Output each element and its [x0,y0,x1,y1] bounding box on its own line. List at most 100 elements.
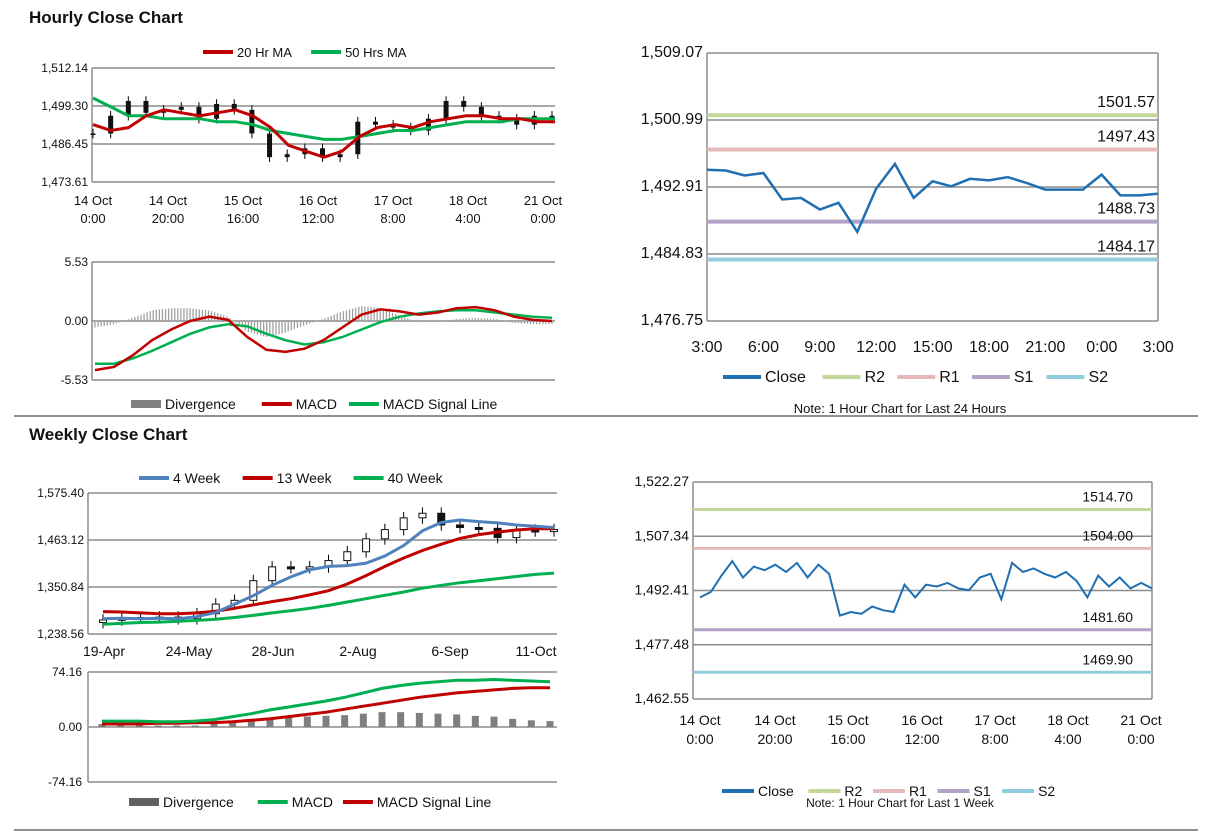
hourly-candle-body [478,106,484,116]
hourly-levels-x-tick: 0:00 [1086,339,1117,356]
hourly-levels-y-tick-label: 1,500.99 [641,111,703,128]
hourly-price-y-tick-label: 1,473.61 [41,175,88,189]
hourly-candle-body [320,148,325,158]
weekly-candle-body [362,538,371,553]
weekly-13wk-line [102,527,554,616]
hourly-signal-line [95,309,553,365]
hourly-price-y-tick-label: 1,486.45 [41,137,88,151]
hourly-levels-x-tick: 18:00 [969,339,1009,356]
weekly-x-tick: 11-Oct [516,643,557,659]
weekly-levels-x-tick-date: 21 Oct [1120,712,1161,728]
hourly-x-tick-date: 16 Oct [299,193,338,208]
hourly-levels-x-tick: 6:00 [748,339,779,356]
hourly-macd-legend-label: MACD [296,396,337,412]
weekly-levels-y-tick-label: 1,507.34 [635,527,690,543]
weekly-price-y-tick-label: 1,575.40 [37,486,84,500]
weekly-divergence-bar [191,725,199,727]
hourly-candle-body [337,154,343,158]
hourly-levels-x-tick: 3:00 [691,339,722,356]
hourly-x-tick-date: 18 Oct [449,193,488,208]
hourly-x-tick-date: 14 Oct [149,193,188,208]
hourly-x-tick-date: 17 Oct [374,193,413,208]
hourly-x-tick-time: 0:00 [530,211,555,226]
weekly-levels-x-tick-time: 0:00 [686,731,713,747]
weekly-levels-legend-label: R2 [844,783,862,799]
weekly-divergence-bar [173,725,181,727]
weekly-divergence-bar [509,718,517,727]
weekly-close-line [699,559,1153,617]
hourly-levels-y-tick-label: 1,484.83 [641,245,703,262]
weekly-x-tick: 19-Apr [83,643,125,659]
weekly-candle-body [456,524,465,528]
weekly-x-tick: 2-Aug [339,643,376,659]
hourly-macd-legend-label: Divergence [165,396,236,412]
weekly-levels-legend-label: S2 [1038,783,1055,799]
weekly-levels-x-tick-time: 4:00 [1054,731,1081,747]
hourly-ma20-line [92,108,555,159]
weekly-divergence-bar [341,715,349,727]
weekly-candle-body [474,526,483,530]
weekly-levels-x-tick-date: 14 Oct [754,712,795,728]
weekly-macd-legend-label: MACD Signal Line [377,794,492,810]
hourly-x-tick-date: 14 Oct [74,193,113,208]
weekly-levels-x-tick-time: 12:00 [904,731,939,747]
hourly-x-tick-time: 4:00 [455,211,480,226]
weekly-divergence-bar [415,712,423,727]
hourly-candle-body [372,121,378,125]
weekly-level-label: 1504.00 [1082,527,1133,543]
weekly-40wk-line [102,571,555,626]
weekly-levels-y-tick-label: 1,462.55 [635,690,690,706]
weekly-x-tick: 6-Sep [431,643,469,659]
weekly-divergence-bar [527,720,535,727]
section-divider [14,415,1198,417]
weekly-macd-y-tick-label: 0.00 [59,720,83,734]
hourly-x-tick-time: 8:00 [380,211,405,226]
hourly-levels-legend-label: S1 [1014,369,1034,386]
weekly-levels-legend-label: R1 [909,783,927,799]
weekly-levels-legend-label: Close [758,783,794,799]
weekly-candle-body [437,512,446,526]
hourly-levels-x-tick: 15:00 [913,339,953,356]
weekly-divergence-bar [490,716,498,727]
weekly-levels-x-tick-date: 16 Oct [901,712,942,728]
hourly-levels-x-tick: 3:00 [1143,339,1174,356]
weekly-x-tick: 28-Jun [252,643,295,659]
hourly-candle-body [178,106,184,110]
weekly-levels-x-tick-date: 18 Oct [1047,712,1088,728]
weekly-divergence-bar [266,718,274,727]
hourly-close-line [706,161,1159,235]
hourly-candle-body [461,100,467,107]
weekly-macd-y-tick-label: -74.16 [48,775,82,789]
hourly-macd-y-tick-label: -5.53 [61,373,89,387]
hourly-price-y-tick-label: 1,512.14 [41,61,88,75]
hourly-levels-y-tick-label: 1,492.91 [641,178,703,195]
hourly-macd-line [94,305,553,372]
hourly-levels-y-tick-label: 1,476.75 [641,312,703,329]
weekly-candle-body [249,580,258,601]
weekly-price-legend-label: 40 Week [388,470,444,486]
weekly-divergence-bar [434,713,442,727]
weekly-candle-body [99,619,107,624]
weekly-levels-y-tick-label: 1,492.41 [635,582,690,598]
weekly-candle-body [380,529,389,540]
weekly-macd-legend-label: MACD [292,794,333,810]
hourly-levels-x-tick: 21:00 [1025,339,1065,356]
weekly-divergence-bar [135,724,143,727]
weekly-macd-line [102,677,551,724]
weekly-divergence-bar [397,712,405,727]
weekly-divergence-bar [285,717,293,727]
hourly-levels-note: Note: 1 Hour Chart for Last 24 Hours [794,401,1007,416]
weekly-level-label: 1481.60 [1082,609,1133,625]
weekly-price-y-tick-label: 1,238.56 [37,627,84,641]
hourly-level-label: 1501.57 [1097,94,1155,111]
weekly-divergence-bar [453,714,461,727]
hourly-levels-legend-label: R1 [939,369,960,386]
weekly-levels-x-tick-time: 8:00 [981,731,1008,747]
weekly-levels-y-tick-label: 1,522.27 [635,473,690,489]
hourly-candle-body [425,118,431,131]
weekly-4wk-line [102,518,555,621]
weekly-candle-body [286,566,295,570]
hourly-price-y-tick-label: 1,499.30 [41,99,88,113]
hourly-macd-y-tick-label: 5.53 [65,255,89,269]
